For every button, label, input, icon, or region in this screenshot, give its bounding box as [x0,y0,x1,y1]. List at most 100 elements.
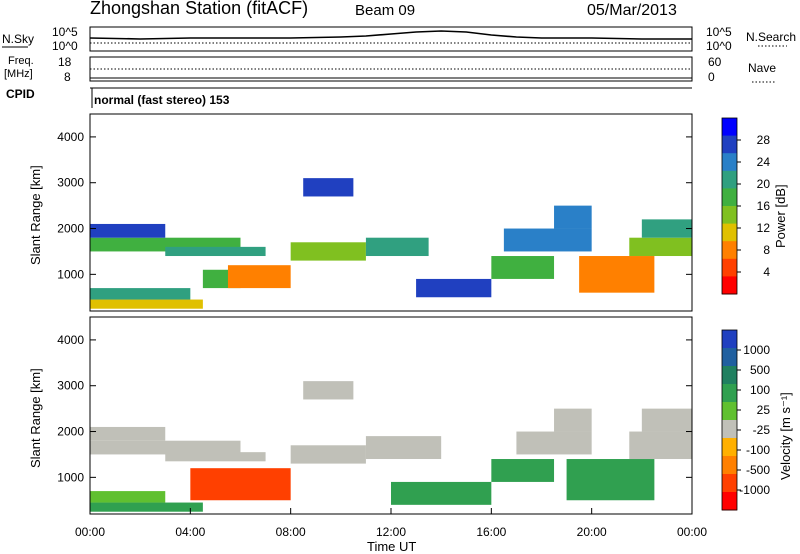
velocity-cell [566,459,655,501]
velocity-colorbar-tick-label: 1000 [743,343,770,357]
power-ytick-label: 2000 [57,222,84,236]
cpid-label: CPID [6,87,35,101]
power-cell [303,178,354,197]
noise-right-tick-bottom: 10^0 [706,39,732,53]
velocity-colorbar-tick-label: 100 [750,383,770,397]
velocity-cell [516,431,592,455]
velocity-cell [90,440,241,455]
velocity-cell [90,502,203,512]
noise-left-tick-top: 10^5 [52,25,78,39]
power-yticks: 4000 3000 2000 1000 [57,130,692,281]
x-axis-label: Time UT [367,539,416,554]
velocity-cell [165,452,266,462]
power-colorbar-swatch [722,206,737,225]
power-cell [165,246,266,257]
power-colorbar-swatch [722,276,737,295]
velocity-panel: Slant Range [km] 4000 3000 2000 1000 1000 50… [28,316,793,515]
power-colorbar-tick-label: 8 [763,243,770,257]
power-ytick-label: 4000 [57,130,84,144]
x-tick-label: 12:00 [376,525,406,539]
velocity-cell [303,381,354,400]
power-cell [629,237,692,257]
power-cell [365,237,429,257]
noise-series-group [89,30,692,44]
velocity-colorbar-tick-label: 25 [757,403,771,417]
velocity-colorbar-swatch [722,492,737,511]
velocity-yticks: 4000 3000 2000 1000 [57,333,692,484]
velocity-colorbar-swatch [722,474,737,493]
power-cell [503,228,592,252]
velocity-heatmap [90,381,692,512]
velocity-cell [629,431,692,460]
power-cell [90,223,166,238]
power-colorbar-tick-label: 20 [757,177,771,191]
power-colorbar-tick-label: 24 [757,155,771,169]
station-title: Zhongshan Station (fitACF) [90,0,308,18]
noise-right-tick-top: 10^5 [706,25,732,39]
x-tick-label: 00:00 [75,525,105,539]
power-cell [416,278,492,298]
velocity-cell [641,408,692,432]
power-cell [491,256,555,279]
power-ytick-label: 3000 [57,176,84,190]
velocity-colorbar-swatch [722,420,737,439]
power-colorbar: 28 24 20 16 12 8 4 [721,117,771,295]
velocity-colorbar-tick-label: -500 [746,463,770,477]
power-ylabel: Slant Range [km] [28,165,43,265]
power-colorbar-tick-label: 4 [763,265,770,279]
power-colorbar-swatch [722,153,737,172]
nave-label: Nave [748,61,776,75]
cpid-mode-text: normal (fast stereo) 153 [94,93,230,107]
x-tick-label: 08:00 [276,525,306,539]
freq-panel: Freq. [MHz] 18 8 60 0 Nave [4,55,776,84]
velocity-cell [90,491,166,503]
power-cell [290,242,366,261]
power-cell [90,299,203,309]
velocity-cell [554,408,592,432]
power-cell [641,219,692,238]
power-colorbar-tick-label: 28 [757,133,771,147]
freq-left-tick-bottom: 8 [64,70,71,84]
velocity-cell [491,459,555,482]
x-axis: 00:00 04:00 08:00 12:00 16:00 20:00 00:00 [75,508,707,539]
velocity-colorbar-tick-label: -1000 [739,483,770,497]
velocity-colorbar-swatch [722,384,737,403]
velocity-cell [365,436,442,460]
velocity-colorbar-tick-label: -100 [746,443,770,457]
noise-right-label: N.Search [746,30,796,44]
power-panel-frame [89,113,693,312]
velocity-colorbar-swatch [722,456,737,475]
velocity-colorbar-tick-label: 500 [750,363,770,377]
power-cell [90,288,191,300]
velocity-colorbar: 1000 500 100 25 -25 -100 -500 -1000 [721,329,771,511]
freq-left-tick-top: 18 [58,55,72,69]
freq-label-line2: [MHz] [4,68,33,80]
power-ytick-label: 1000 [57,267,84,281]
power-colorbar-swatch [722,135,737,154]
velocity-colorbar-label: Velocity [m s⁻¹] [778,392,793,480]
velocity-ytick-label: 3000 [57,379,84,393]
x-tick-label: 00:00 [677,525,707,539]
power-colorbar-swatch [722,170,737,189]
velocity-colorbar-swatch [722,330,737,349]
velocity-colorbar-swatch [722,438,737,457]
velocity-cell [391,481,492,505]
power-colorbar-swatch [722,241,737,260]
noise-series-0 [89,30,692,40]
velocity-ytick-label: 2000 [57,425,84,439]
velocity-colorbar-swatch [722,366,737,385]
velocity-ylabel: Slant Range [km] [28,368,43,468]
beam-label: Beam 09 [355,2,415,19]
velocity-colorbar-tick-label: -25 [753,423,771,437]
freq-series-group [90,68,692,79]
velocity-colorbar-swatch [722,348,737,367]
date-label: 05/Mar/2013 [587,2,677,19]
velocity-cell [90,426,166,441]
power-colorbar-label: Power [dB] [773,184,788,248]
power-colorbar-swatch [722,188,737,207]
velocity-cell [290,445,366,464]
x-tick-label: 20:00 [577,525,607,539]
power-colorbar-swatch [722,118,737,137]
power-cell [579,256,655,293]
